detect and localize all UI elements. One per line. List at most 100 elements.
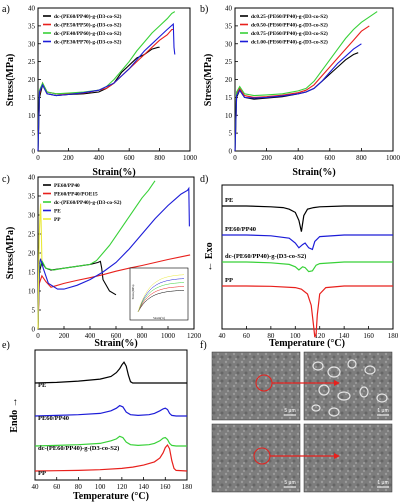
legend-entry: PE <box>54 209 61 215</box>
x-tick-label: 800 <box>137 332 148 340</box>
y-tick-label: 30 <box>28 40 36 48</box>
y-tick-label: 15 <box>28 94 36 102</box>
x-tick-label: 800 <box>356 154 367 162</box>
inset-curve <box>137 274 185 313</box>
y-tick-label: 30 <box>28 212 36 220</box>
x-tick-label: 1000 <box>386 154 400 162</box>
x-tick-label: 180 <box>388 332 399 340</box>
legend-entry: dc0.50-(PE60/PP40)-g-(D3-co-S2) <box>251 22 328 29</box>
x-tick-label: 1000 <box>183 154 198 162</box>
x-tick-label: 600 <box>325 154 336 162</box>
x-tick-label: 120 <box>314 332 325 340</box>
sem-particles <box>311 359 388 417</box>
curve-label: PP <box>38 470 46 477</box>
series-line-dc0-25-pe60-pp40-g-d3-co-s2 <box>234 52 359 152</box>
panel-a-series <box>37 11 176 152</box>
x-tick-label: 200 <box>59 332 70 340</box>
inset-xlabel: Strain(%) <box>153 316 165 320</box>
legend-entry: dc-(PE60/PP40)-g-(D3-co-S2) <box>54 13 122 20</box>
scale-bar-label-2: 1 μm <box>377 408 388 414</box>
y-tick-label: 40 <box>28 174 36 182</box>
x-tick-label: 160 <box>160 483 171 491</box>
y-tick-label: 35 <box>28 193 36 201</box>
panel-a-xlabel: Strain(%) <box>92 167 135 178</box>
y-tick-label: 0 <box>229 148 233 156</box>
x-tick-label: 0 <box>36 154 40 162</box>
sem-image-bottom-right <box>303 423 393 493</box>
x-tick-label: 180 <box>182 483 193 491</box>
panel-e-ticks: 40 60 80 100 120 140 160 180 <box>32 477 193 491</box>
panel-a-legend: dc-(PE60/PP40)-g-(D3-co-S2) dc-(PE50/PP50… <box>43 13 122 46</box>
series-line-dc-pe60-pp40-g-d3-co-s2 <box>37 180 156 330</box>
y-tick-label: 20 <box>28 250 36 258</box>
x-tick-label: 140 <box>339 332 350 340</box>
arrow-bottom-head <box>334 453 340 459</box>
series-line-pe <box>34 361 187 384</box>
x-tick-label: 160 <box>363 332 374 340</box>
scale-bar-label-3: 5 μm <box>284 480 295 486</box>
panel-d-xlabel: Temperature (°C) <box>269 338 345 349</box>
legend-entry: dc1.00-(PE60/PP40)-g-(D3-co-S2) <box>251 39 328 46</box>
series-line-pp <box>37 203 43 330</box>
y-tick-label: 25 <box>28 231 36 239</box>
y-tick-label: 5 <box>32 130 36 138</box>
y-tick-label: 15 <box>225 94 233 102</box>
legend-entry: dc-(PE50/PP50)-g-(D3-co-S2) <box>54 22 122 29</box>
panel-label-d: d) <box>200 174 208 185</box>
curve-label: dc-(PE60/PP40)-g-(D3-co-S2) <box>225 253 306 260</box>
x-tick-label: 0 <box>36 332 40 340</box>
curve-label: PE <box>38 382 46 389</box>
x-tick-label: 140 <box>138 483 149 491</box>
y-tick-label: 15 <box>28 269 36 277</box>
y-tick-label: 10 <box>28 288 36 296</box>
panel-c-xlabel: Strain(%) <box>94 338 137 349</box>
legend-entry: dc0.25-(PE60/PP40)-g-(D3-co-S2) <box>251 13 328 20</box>
x-tick-label: 600 <box>111 332 122 340</box>
series-line-pe60-pp40 <box>34 404 187 417</box>
x-tick-label: 200 <box>63 154 74 162</box>
inset-curve <box>137 282 185 313</box>
y-tick-label: 40 <box>225 5 233 13</box>
x-tick-label: 0 <box>233 154 237 162</box>
y-tick-label: 10 <box>28 112 36 120</box>
y-tick-label: 5 <box>32 307 36 315</box>
panel-label-a: a) <box>2 4 10 15</box>
panel-label-e: e) <box>2 340 10 351</box>
panel-f: 5 μm 1 μm 5 μm 1 μm <box>211 351 393 493</box>
series-line-pe60-pp40 <box>222 234 393 251</box>
y-tick-label: 0 <box>32 148 36 156</box>
series-line-dc0-75-pe60-pp40-g-d3-co-s2 <box>234 11 378 152</box>
inset-curve <box>137 286 185 313</box>
x-tick-label: 60 <box>243 332 251 340</box>
curve-label: PE60/PP40 <box>38 415 69 422</box>
series-line-pe <box>222 205 393 232</box>
inset-frame <box>129 267 189 321</box>
sem-image-top-right <box>303 351 393 421</box>
panel-d: Temperature (°C) ← Exo 40 60 80 100 120 140 16… <box>204 184 399 349</box>
panel-e-xlabel: Temperature (°C) <box>73 491 149 502</box>
panel-c-legend: PE60/PP40 PE60/PP40/POE15dc-(PE60/PP40)-g… <box>43 183 122 223</box>
y-tick-label: 5 <box>229 130 233 138</box>
x-tick-label: 400 <box>85 332 96 340</box>
x-tick-label: 200 <box>261 154 272 162</box>
y-tick-label: 40 <box>28 5 36 13</box>
panel-label-b: b) <box>200 4 208 15</box>
x-tick-label: 1200 <box>187 332 202 340</box>
legend-entry: dc-(PE30/PP70)-g-(D3-co-S2) <box>54 39 122 46</box>
panel-c: Strain(%) Stress(MPa) 0 200 400 600 800 1000 1… <box>5 174 202 350</box>
panel-b: Strain(%) Stress(MPa) 0 200 400 600 800 10000… <box>203 5 400 179</box>
series-line-pe <box>37 186 190 330</box>
curve-label: PE <box>225 197 233 204</box>
x-tick-label: 80 <box>75 483 83 491</box>
curve-label: dc-(PE60/PP40)-g-(D3-co-S2) <box>38 445 119 452</box>
legend-entry: dc-(PE40/PP60)-g-(D3-co-S2) <box>54 30 122 37</box>
legend-entry: PP <box>54 217 61 223</box>
sem-image-bottom-left <box>211 423 301 493</box>
series-line-dc-pe40-pp60-g-d3-co-s2 <box>37 11 176 152</box>
series-line-dc1-00-pe60-pp40-g-d3-co-s2 <box>234 43 362 152</box>
series-line-dc-pe30-pp70-g-d3-co-s2 <box>37 22 176 152</box>
panel-c-ticks: 0 200 400 600 800 1000 1200 0 5 10 15 20 25 30 35 40 <box>28 174 202 341</box>
panel-e-frame <box>34 349 188 481</box>
x-tick-label: 600 <box>124 154 135 162</box>
